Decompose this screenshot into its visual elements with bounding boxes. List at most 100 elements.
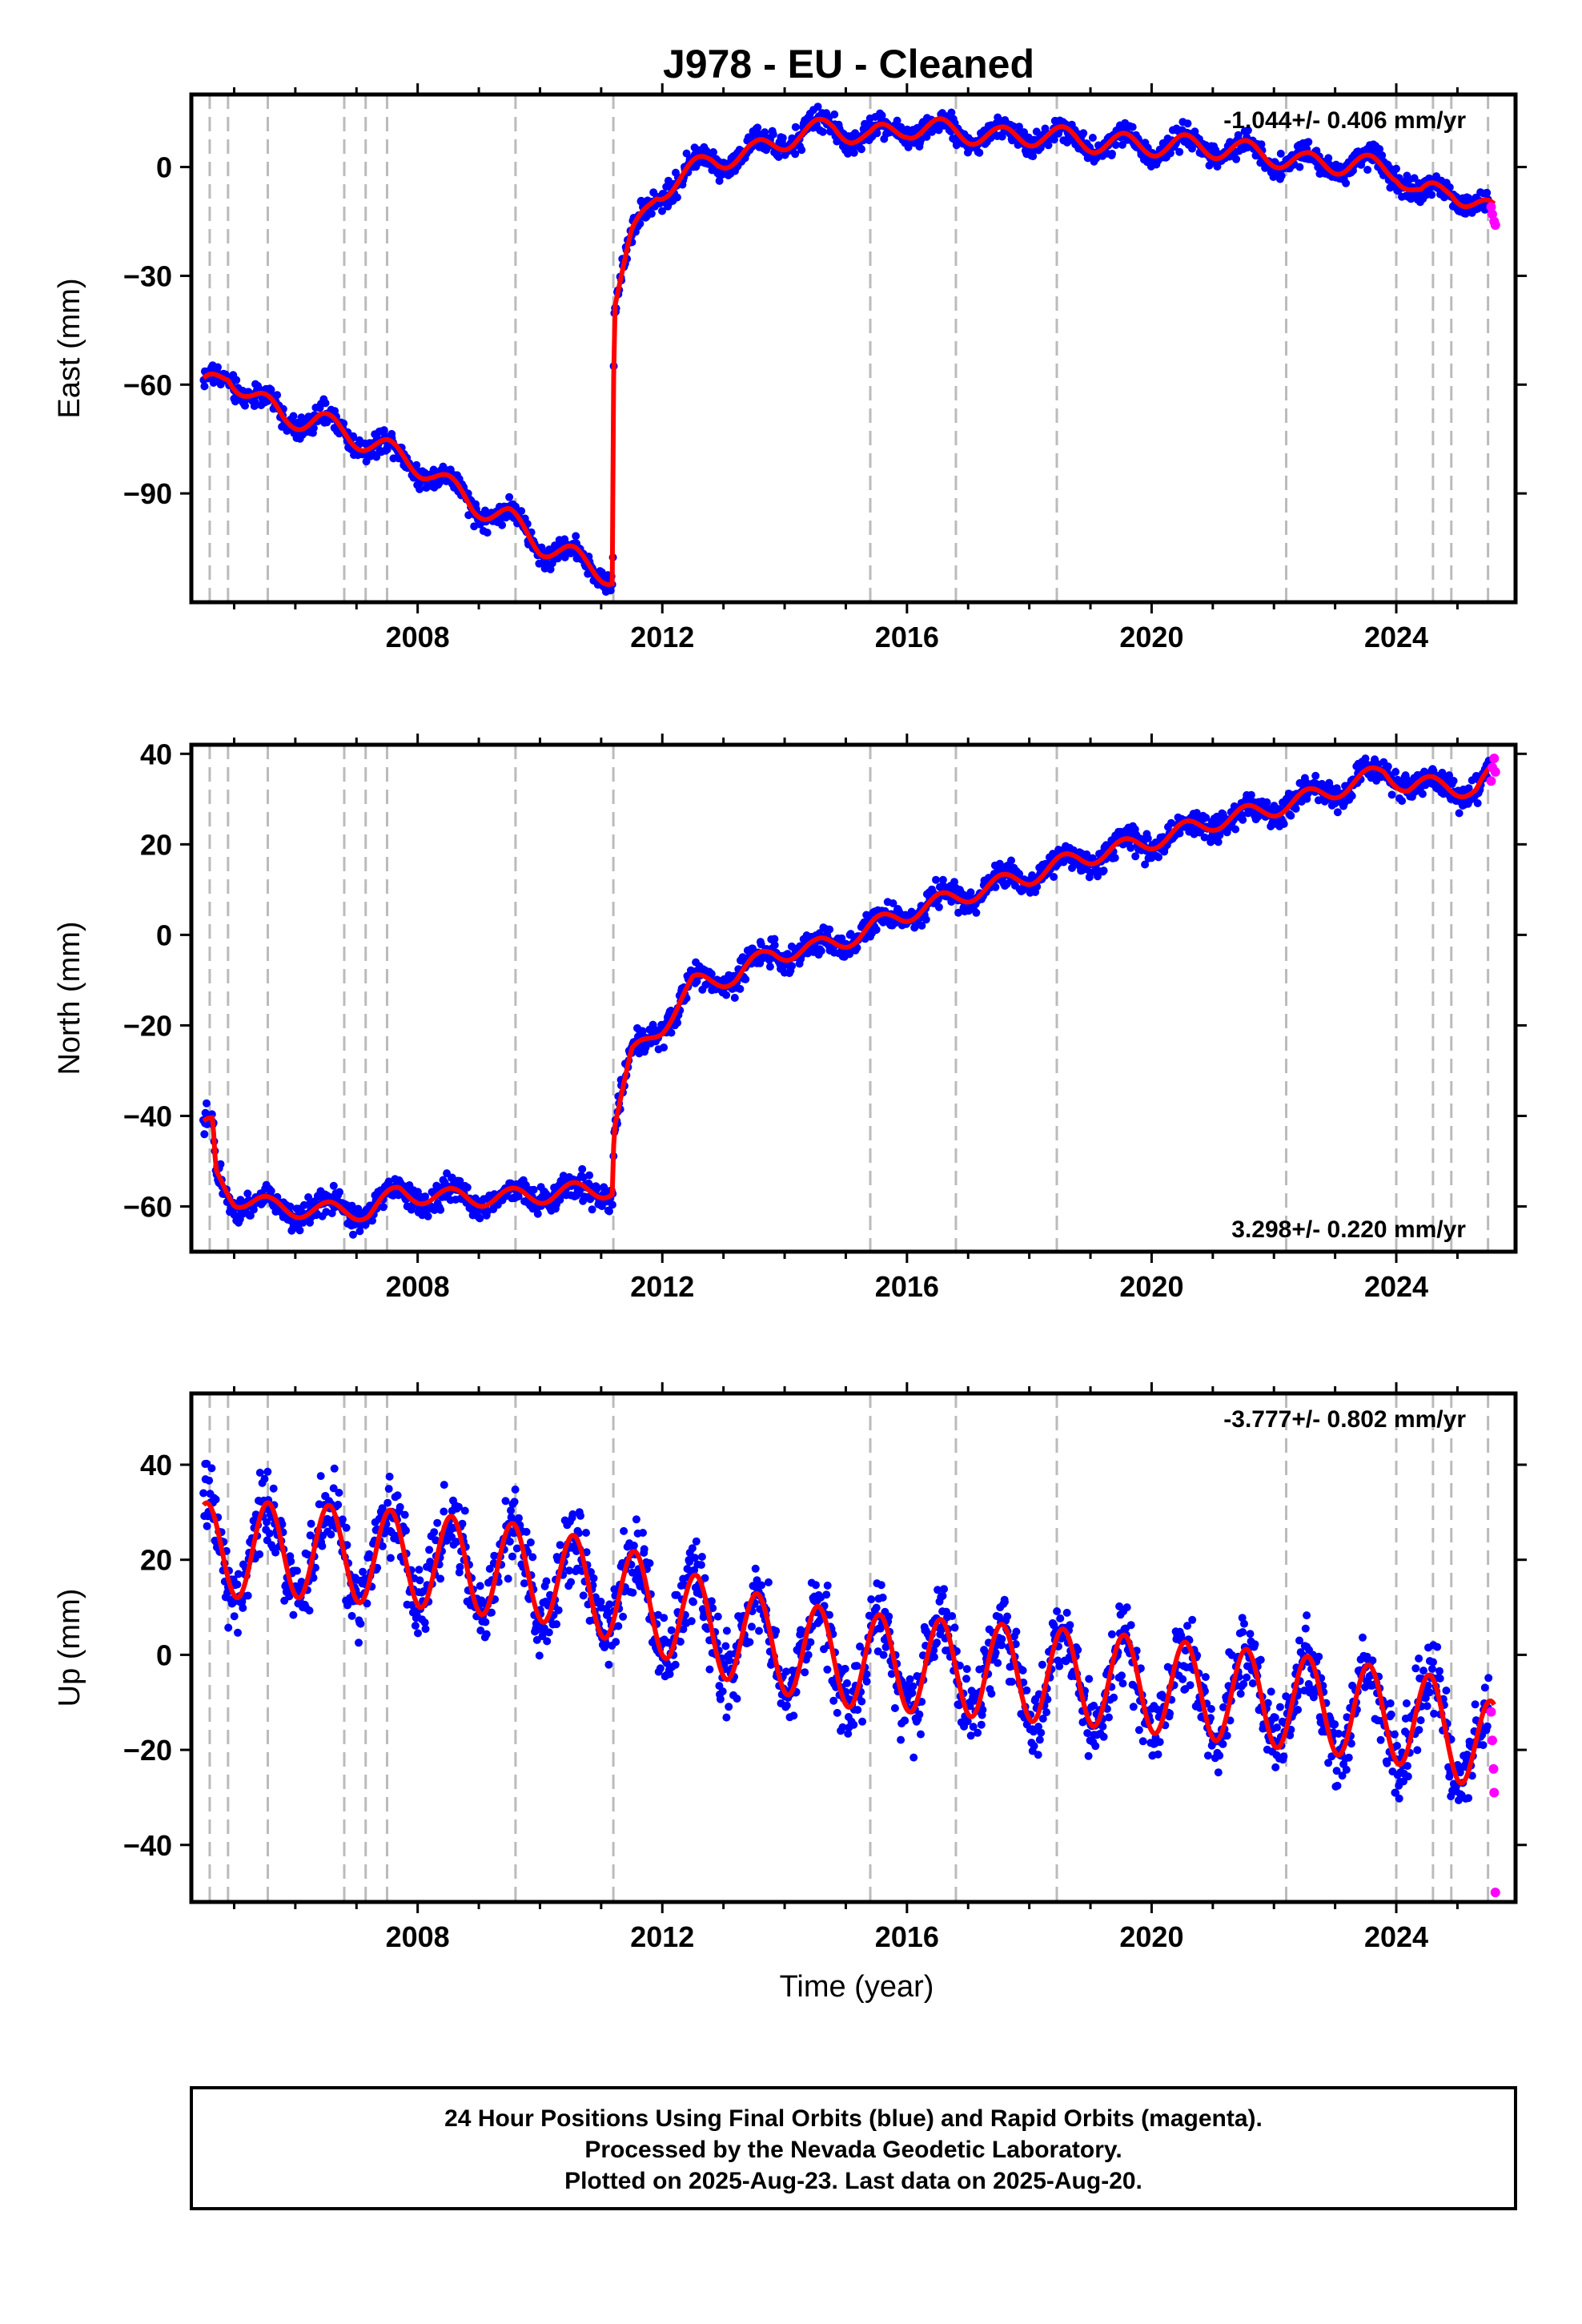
data-point [991,883,1000,891]
data-point [505,493,514,501]
plot-frame [189,92,1518,605]
data-point [214,363,222,372]
data-point [1030,1742,1038,1751]
data-point [1099,866,1108,875]
y-axis-label: East (mm) [53,278,86,418]
data-point [947,898,956,906]
data-point [1231,825,1240,834]
data-point [203,1099,211,1108]
data-point [517,507,526,516]
data-point [476,1214,484,1223]
data-point [725,1703,733,1711]
data-point [592,1184,601,1193]
data-point [1304,138,1313,147]
data-point [857,1697,866,1706]
data-point [424,1212,432,1220]
data-point [823,1581,832,1590]
data-point [243,1591,252,1600]
data-point [709,148,717,156]
data-point [1473,799,1482,807]
data-point [722,1713,731,1722]
data-point [260,1474,269,1483]
data-point [316,1472,325,1481]
data-point [526,1538,535,1546]
data-point [255,1550,264,1558]
data-point [877,111,886,120]
data-point [335,1188,343,1196]
data-point [904,143,913,151]
data-point [359,1567,367,1576]
data-point [915,1710,924,1719]
data-point [1050,135,1058,144]
data-point [233,1580,242,1589]
data-point [764,1578,773,1586]
data-point [812,1581,820,1590]
data-point [858,1717,867,1726]
data-point [801,1668,809,1677]
data-point [788,962,797,971]
data-point [977,1720,986,1729]
data-point [234,1628,242,1637]
data-point [722,1626,731,1635]
data-point [567,1578,576,1586]
data-point [576,1511,584,1520]
data-point [355,1638,363,1647]
data-point [909,1753,918,1762]
data-point [1175,829,1184,838]
data-point [1232,155,1241,163]
data-point [205,1476,214,1485]
data-point [605,1207,613,1216]
data-point [1239,815,1247,824]
data-point [825,925,834,934]
x-tick-label: 2024 [1364,621,1428,653]
data-point [1291,804,1300,813]
data-point [402,1526,410,1535]
data-point [263,1467,272,1476]
data-point [987,1689,996,1698]
data-point [629,1542,638,1550]
data-point [757,1581,766,1590]
data-point [954,908,963,917]
data-point [199,1489,208,1498]
data-point [901,1716,909,1725]
data-point [522,1527,531,1536]
data-point [356,1619,365,1628]
data-point [1001,1598,1009,1606]
data-point [1175,147,1184,156]
data-point [932,875,940,884]
data-point [327,1530,335,1539]
data-point [414,1629,422,1638]
data-point [693,977,701,986]
data-point [872,1603,881,1612]
data-point [751,1564,760,1573]
data-point [556,1541,564,1550]
data-point [687,1617,696,1626]
data-point [481,1618,490,1626]
data-point [857,145,865,154]
data-point [415,1566,424,1574]
data-point [456,1176,464,1185]
data-point [889,899,897,907]
x-tick-label: 2016 [875,1270,939,1303]
data-point [554,1606,563,1614]
data-point [542,1190,551,1199]
data-point [535,559,544,568]
data-point [425,1546,434,1554]
data-point [950,1623,959,1632]
data-point [879,1651,888,1659]
rapid-point [1490,766,1500,777]
data-point [934,903,943,911]
data-point [730,994,739,1002]
data-point [239,1603,247,1612]
data-point [614,1622,623,1630]
data-point [1166,149,1174,158]
data-point [265,1529,274,1538]
data-point [952,141,961,150]
data-point [505,1538,514,1546]
data-point [1392,164,1400,173]
data-point [572,532,580,541]
data-point [318,1542,327,1550]
data-point [1363,166,1372,174]
data-point [640,1545,648,1554]
data-point [483,529,492,537]
